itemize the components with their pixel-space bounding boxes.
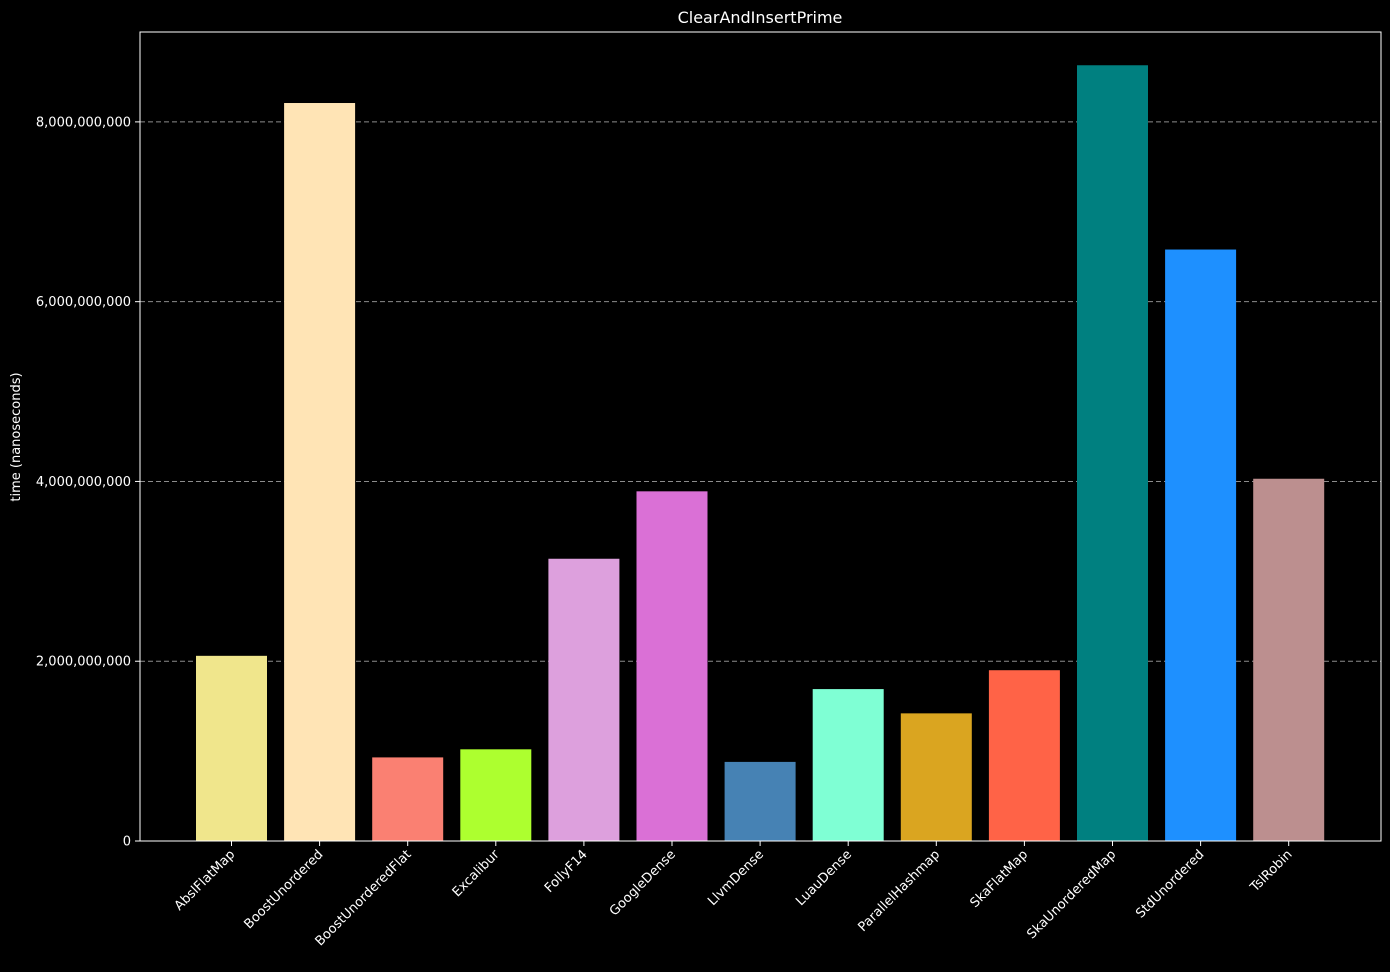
bar-excalibur <box>460 749 532 841</box>
bar-boostunorderedflat <box>372 757 444 841</box>
y-tick-label: 4,000,000,000 <box>36 475 131 490</box>
y-tick-label: 2,000,000,000 <box>36 655 131 670</box>
y-tick-label: 0 <box>123 835 131 850</box>
y-tick-label: 8,000,000,000 <box>36 115 131 130</box>
bar-skaunorderedmap <box>1077 65 1148 841</box>
chart-title: ClearAndInsertPrime <box>678 8 843 27</box>
plot-frame <box>139 31 1382 842</box>
bar-skaflatmap <box>988 670 1060 841</box>
bar-boostunordered <box>284 103 356 842</box>
bar-parallelhashmap <box>900 713 972 841</box>
bar-stdunordered <box>1165 249 1237 841</box>
bar-llvmdense <box>724 761 796 841</box>
bar-follyf14 <box>548 558 620 841</box>
bars <box>196 65 1325 842</box>
y-tick-label: 6,000,000,000 <box>36 295 131 310</box>
bar-luaudense <box>812 689 884 841</box>
bar-googledense <box>636 491 708 841</box>
y-axis-label: time (nanoseconds) <box>9 372 24 501</box>
bar-tslrobin <box>1253 478 1325 841</box>
bar-abslflatmap <box>196 655 267 841</box>
y-axis-ticks: 0 2,000,000,000 4,000,000,000 6,000,000,000… <box>36 115 140 850</box>
